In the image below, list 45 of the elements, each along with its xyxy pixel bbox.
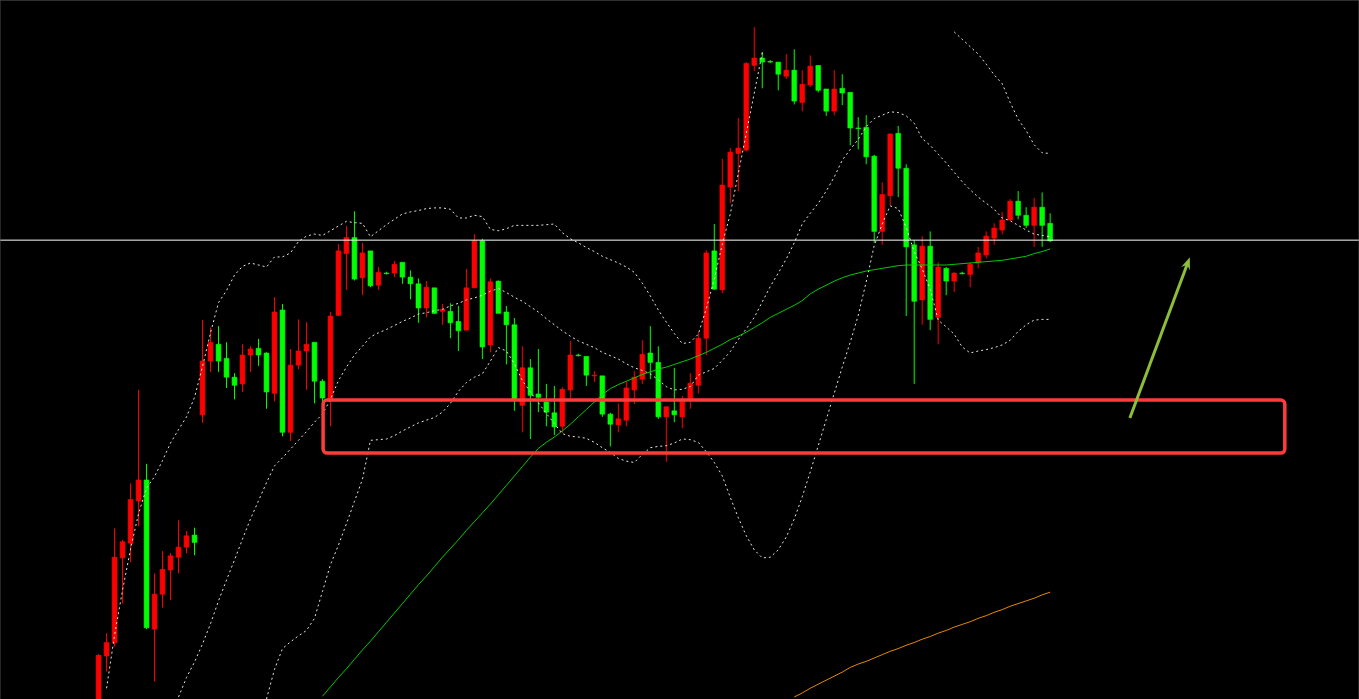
candlestick	[1023, 206, 1029, 229]
candlestick	[735, 117, 741, 192]
candlestick	[983, 230, 989, 259]
candlestick	[535, 348, 542, 413]
candlestick	[455, 305, 462, 352]
candlestick	[855, 116, 861, 150]
candlestick	[1007, 198, 1013, 221]
candlestick	[951, 271, 957, 293]
candlestick	[615, 402, 622, 433]
candlestick	[783, 53, 789, 80]
candlestick	[503, 305, 510, 365]
candlestick	[607, 412, 614, 447]
candlestick	[543, 383, 550, 427]
candlestick	[759, 51, 765, 89]
candlestick	[799, 69, 805, 112]
candlestick	[447, 302, 454, 339]
candlestick	[423, 280, 430, 318]
candlestick	[1031, 197, 1037, 248]
candlestick	[751, 26, 757, 72]
candlestick	[831, 69, 837, 116]
candlestick	[775, 61, 781, 91]
candlestick	[1039, 191, 1045, 248]
candlestick	[647, 325, 654, 380]
candlestick	[671, 367, 678, 423]
candlestick	[1015, 190, 1021, 220]
candlestick	[807, 54, 813, 88]
candlestick	[191, 527, 198, 556]
candlestick	[991, 222, 997, 246]
candlestick	[823, 88, 829, 117]
candlestick	[1047, 212, 1053, 243]
candlestick	[103, 632, 110, 672]
candlestick	[439, 303, 446, 326]
candlestick	[975, 246, 981, 269]
candlestick	[839, 73, 845, 106]
candlestick	[943, 266, 949, 296]
candlestick	[999, 211, 1005, 235]
candlestick	[687, 372, 693, 410]
candlestick	[375, 266, 382, 291]
candlestick	[583, 355, 590, 387]
candlestick	[407, 269, 414, 300]
candlestick	[663, 406, 670, 463]
candlestick	[551, 385, 558, 436]
candlestick	[399, 261, 406, 285]
candlestick	[967, 261, 973, 288]
candlestick	[631, 370, 638, 405]
